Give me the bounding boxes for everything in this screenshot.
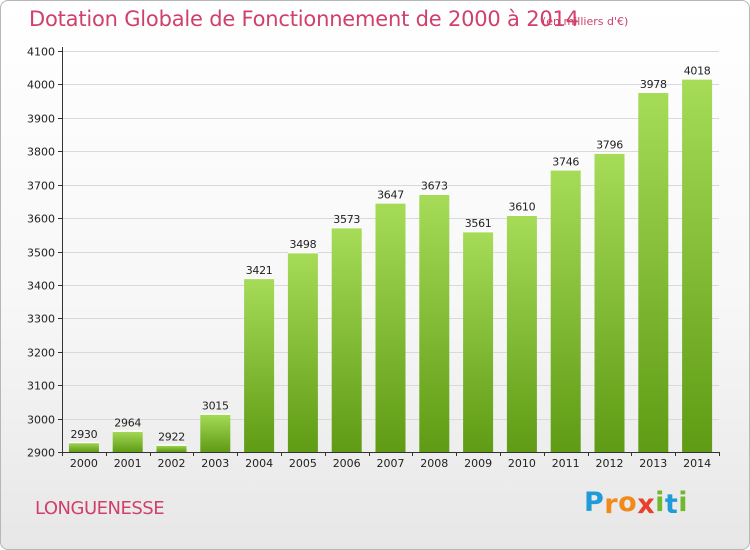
x-tick-label: 2006: [333, 457, 361, 470]
bar: [112, 430, 143, 452]
x-tick-label: 2011: [552, 457, 580, 470]
bar: [200, 413, 231, 452]
data-label: 2964: [114, 417, 141, 430]
data-label: 3498: [290, 238, 317, 251]
y-tick-label: 4100: [27, 46, 55, 59]
y-tick-label: 3900: [27, 113, 55, 126]
y-tick-label: 3200: [27, 347, 55, 360]
bar: [375, 202, 406, 452]
x-tick-label: 2012: [596, 457, 624, 470]
data-label: 2930: [71, 428, 98, 441]
logo-letter: x: [637, 489, 656, 520]
y-tick-label: 3800: [27, 146, 55, 159]
logo-letter: i: [678, 487, 689, 518]
y-tick-label: 3400: [27, 280, 55, 293]
bar: [331, 227, 362, 452]
x-tick-label: 2000: [70, 457, 98, 470]
logo-letter: i: [655, 487, 665, 518]
y-tick-label: 2900: [27, 447, 55, 460]
data-label: 3573: [333, 213, 360, 226]
axes: [58, 47, 720, 456]
logo-letter: o: [618, 487, 638, 518]
bar: [550, 169, 581, 453]
x-tick-label: 2004: [245, 457, 273, 470]
bar: [68, 441, 99, 452]
x-tick-label: 2010: [508, 457, 536, 470]
data-label: 3610: [509, 201, 536, 214]
y-tick-label: 3000: [27, 414, 55, 427]
x-tick-label: 2002: [158, 457, 186, 470]
x-tick-label: 2003: [201, 457, 229, 470]
data-label: 3746: [552, 155, 579, 168]
bars: [68, 78, 713, 453]
bar: [506, 214, 537, 452]
labels: 2900 3000 3100 3200 3300 3400 3500 3600 3700 3800…: [27, 46, 711, 471]
data-label: 3647: [377, 188, 404, 201]
data-label: 3796: [596, 139, 623, 152]
y-tick-label: 4000: [27, 79, 55, 92]
data-label: 3561: [465, 217, 492, 230]
chart-unit: (en milliers d'€): [542, 15, 629, 28]
bar: [638, 91, 669, 452]
bar: [419, 193, 450, 453]
bar: [156, 444, 187, 452]
y-tick-label: 3300: [27, 313, 55, 326]
data-label: 2922: [158, 431, 185, 444]
data-label: 4018: [684, 64, 711, 77]
y-tick-label: 3100: [27, 380, 55, 393]
proxiti-logo: Proxiti: [584, 487, 689, 520]
bar: [594, 152, 625, 452]
data-label: 3978: [640, 78, 667, 91]
x-tick-label: 2008: [420, 457, 448, 470]
bar: [463, 231, 494, 452]
x-tick-label: 2013: [639, 457, 667, 470]
y-tick-label: 3600: [27, 213, 55, 226]
data-label: 3421: [246, 264, 273, 277]
logo-letter: P: [584, 487, 605, 518]
x-tick-label: 2005: [289, 457, 317, 470]
logo-letter: t: [664, 489, 679, 520]
chart-title: Dotation Globale de Fonctionnement de 20…: [29, 7, 579, 31]
bar: [682, 78, 713, 452]
data-label: 3673: [421, 180, 448, 193]
x-tick-label: 2007: [377, 457, 405, 470]
x-tick-label: 2009: [464, 457, 492, 470]
logo-letter: r: [604, 489, 619, 520]
x-tick-label: 2001: [114, 457, 142, 470]
data-label: 3015: [202, 400, 229, 413]
y-tick-label: 3700: [27, 180, 55, 193]
commune-name: LONGUENESSE: [35, 498, 165, 519]
x-tick-label: 2014: [683, 457, 711, 470]
y-tick-label: 3500: [27, 247, 55, 260]
bar: [244, 277, 275, 452]
bar: [287, 252, 318, 452]
